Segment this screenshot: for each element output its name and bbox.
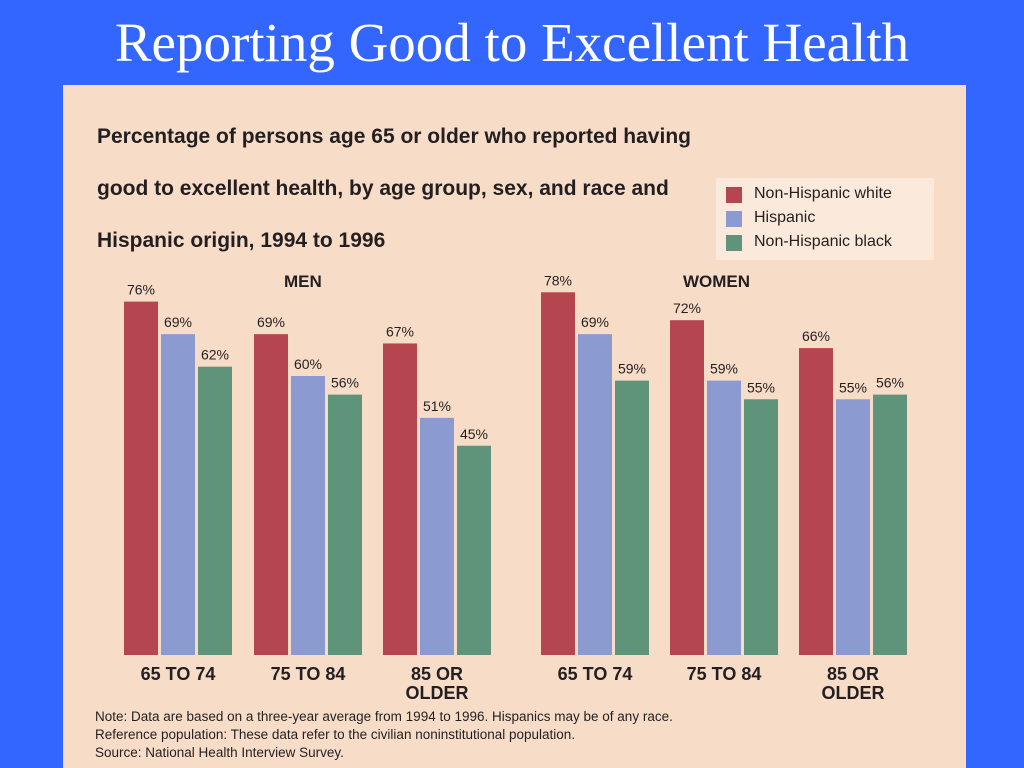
legend-label-non-hispanic-white: Non-Hispanic white xyxy=(754,185,892,202)
category-label-men-75-to-84: 75 TO 84 xyxy=(271,664,346,684)
bar-men-75-to-84-non-hispanic-white xyxy=(254,334,288,655)
category-label-women-75-to-84: 75 TO 84 xyxy=(687,664,762,684)
data-label-men-65-to-74-non-hispanic-black: 62% xyxy=(201,347,229,363)
data-label-men-85-or-older-non-hispanic-black: 45% xyxy=(460,426,488,442)
legend-swatch-non-hispanic-black xyxy=(726,235,742,251)
bar-men-85-or-older-non-hispanic-black xyxy=(457,445,491,655)
data-label-men-75-to-84-non-hispanic-black: 56% xyxy=(331,375,359,391)
bar-women-85-or-older-non-hispanic-black xyxy=(873,394,907,655)
data-label-women-65-to-74-hispanic: 69% xyxy=(581,314,609,330)
bar-women-65-to-74-non-hispanic-black xyxy=(615,380,649,655)
chart-title-line-1: Percentage of persons age 65 or older wh… xyxy=(97,125,691,148)
legend-label-hispanic: Hispanic xyxy=(754,209,816,226)
category-label-women-85-or-older: OLDER xyxy=(822,683,885,703)
bar-women-75-to-84-non-hispanic-black xyxy=(744,399,778,655)
data-label-women-85-or-older-hispanic: 55% xyxy=(839,379,867,395)
bar-men-65-to-74-hispanic xyxy=(161,334,195,655)
category-label-women-85-or-older: 85 OR xyxy=(827,664,879,684)
data-label-men-75-to-84-hispanic: 60% xyxy=(294,356,322,372)
data-label-men-85-or-older-hispanic: 51% xyxy=(423,398,451,414)
category-label-men-85-or-older: OLDER xyxy=(406,683,469,703)
data-label-men-85-or-older-non-hispanic-white: 67% xyxy=(386,323,414,339)
bar-women-85-or-older-hispanic xyxy=(836,399,870,655)
bar-men-85-or-older-hispanic xyxy=(420,417,454,655)
data-label-men-65-to-74-non-hispanic-white: 76% xyxy=(127,282,155,298)
bar-men-65-to-74-non-hispanic-white xyxy=(124,301,158,655)
data-label-women-75-to-84-hispanic: 59% xyxy=(710,361,738,377)
data-label-men-75-to-84-non-hispanic-white: 69% xyxy=(257,314,285,330)
chart-notes: Note: Data are based on a three-year ave… xyxy=(95,708,955,762)
bar-men-65-to-74-non-hispanic-black xyxy=(198,366,232,655)
legend-swatch-hispanic xyxy=(726,211,742,227)
bar-men-85-or-older-non-hispanic-white xyxy=(383,343,417,655)
legend-swatch-non-hispanic-white xyxy=(726,187,742,203)
category-label-women-65-to-74: 65 TO 74 xyxy=(558,664,633,684)
chart-title: Percentage of persons age 65 or older wh… xyxy=(97,98,937,280)
chart-title-line-2: good to excellent health, by age group, … xyxy=(97,177,669,200)
chart-legend: Non-Hispanic white Hispanic Non-Hispanic… xyxy=(716,178,934,260)
legend-label-non-hispanic-black: Non-Hispanic black xyxy=(754,233,892,250)
bar-men-75-to-84-hispanic xyxy=(291,376,325,655)
bar-women-75-to-84-non-hispanic-white xyxy=(670,320,704,655)
bar-women-65-to-74-non-hispanic-white xyxy=(541,292,575,655)
data-label-women-75-to-84-non-hispanic-white: 72% xyxy=(673,300,701,316)
category-label-men-85-or-older: 85 OR xyxy=(411,664,463,684)
bar-women-65-to-74-hispanic xyxy=(578,334,612,655)
bar-women-85-or-older-non-hispanic-white xyxy=(799,348,833,655)
data-label-women-85-or-older-non-hispanic-black: 56% xyxy=(876,375,904,391)
source-line: Source: National Health Interview Survey… xyxy=(95,745,344,760)
data-label-women-85-or-older-non-hispanic-white: 66% xyxy=(802,328,830,344)
data-label-women-75-to-84-non-hispanic-black: 55% xyxy=(747,379,775,395)
data-label-women-65-to-74-non-hispanic-black: 59% xyxy=(618,361,646,377)
bar-women-75-to-84-hispanic xyxy=(707,380,741,655)
data-label-men-65-to-74-hispanic: 69% xyxy=(164,314,192,330)
group-label-men: MEN xyxy=(284,272,322,291)
slide-title: Reporting Good to Excellent Health xyxy=(114,12,910,73)
note-line: Note: Data are based on a three-year ave… xyxy=(95,709,673,724)
reference-population-line: Reference population: These data refer t… xyxy=(95,727,576,742)
data-label-women-65-to-74-non-hispanic-white: 78% xyxy=(544,272,572,288)
category-label-men-65-to-74: 65 TO 74 xyxy=(141,664,216,684)
group-label-women: WOMEN xyxy=(683,272,751,291)
chart-title-line-3: Hispanic origin, 1994 to 1996 xyxy=(97,229,386,252)
bar-men-75-to-84-non-hispanic-black xyxy=(328,394,362,655)
